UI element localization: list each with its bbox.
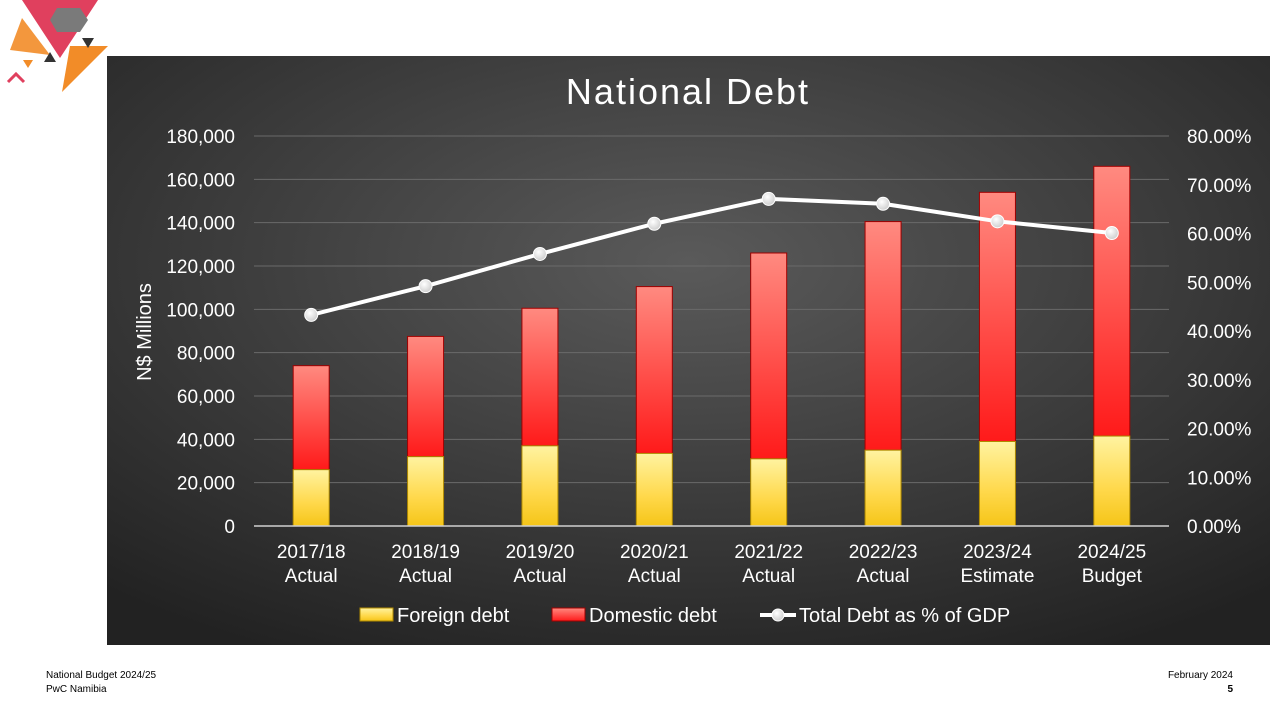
x-tick-label-type: Estimate (960, 566, 1034, 587)
logo-chevron (6, 71, 26, 84)
gdp-point (418, 279, 433, 294)
y-tick-label: 20,000 (177, 474, 235, 495)
legend-label-foreign: Foreign debt (397, 605, 510, 627)
y-tick-label: 180,000 (166, 127, 235, 148)
gdp-point (647, 216, 662, 231)
bar-domestic-debt (521, 307, 559, 447)
bar-domestic-debt (407, 335, 445, 458)
x-tick-label-type: Budget (1082, 566, 1143, 587)
y-tick-label: 100,000 (166, 300, 235, 321)
bar-domestic-debt (750, 252, 788, 460)
x-tick-label-year: 2017/18 (277, 542, 346, 563)
legend-swatch-gdp-marker (771, 608, 785, 622)
y2-tick-label: 20.00% (1187, 420, 1252, 441)
gdp-point (761, 191, 776, 206)
legend-label-gdp: Total Debt as % of GDP (799, 605, 1010, 627)
x-tick-label-type: Actual (628, 566, 681, 587)
x-tick-label-type: Actual (742, 566, 795, 587)
y-tick-label: 60,000 (177, 387, 235, 408)
y2-tick-label: 80.00% (1187, 127, 1252, 148)
chart-background (107, 56, 1270, 645)
gdp-point (304, 307, 319, 322)
bar-foreign-debt (292, 469, 330, 527)
bar-foreign-debt (1093, 435, 1131, 527)
bar-foreign-debt (521, 445, 559, 527)
x-tick-label-year: 2020/21 (620, 542, 689, 563)
logo-orange-small-triangle (10, 18, 50, 55)
legend-swatch-domestic (551, 607, 586, 622)
gdp-point (990, 214, 1005, 229)
x-tick-label-type: Actual (857, 566, 910, 587)
x-tick-label-type: Actual (285, 566, 338, 587)
logo-dark-tiny-triangle (82, 38, 94, 48)
legend-label-domestic: Domestic debt (589, 605, 717, 627)
y-tick-label: 160,000 (166, 170, 235, 191)
x-tick-label-year: 2023/24 (963, 542, 1032, 563)
logo-grey-hexagon (50, 8, 88, 32)
gdp-point (876, 196, 891, 211)
bar-domestic-debt (978, 191, 1016, 442)
gdp-point (1104, 226, 1119, 241)
y-tick-label: 40,000 (177, 430, 235, 451)
logo-orange-triangle (62, 46, 108, 92)
y-axis-label: N$ Millions (134, 283, 156, 381)
chart-canvas: National Debt N$ Millions 0 20,000 40,000 6… (107, 56, 1270, 645)
footer-company-name: PwC Namibia (46, 684, 107, 695)
y2-tick-label: 50.00% (1187, 273, 1252, 294)
x-tick-label-year: 2022/23 (849, 542, 918, 563)
chart-title: National Debt (566, 71, 810, 112)
x-tick-label-type: Actual (514, 566, 567, 587)
legend-swatch-foreign (359, 607, 394, 622)
y-tick-label: 0 (224, 517, 235, 538)
y2-tick-label: 70.00% (1187, 176, 1252, 197)
bar-domestic-debt (635, 286, 673, 454)
bar-domestic-debt (864, 221, 902, 451)
y2-tick-label: 10.00% (1187, 468, 1252, 489)
y2-tick-label: 40.00% (1187, 322, 1252, 343)
y2-tick-label: 30.00% (1187, 371, 1252, 392)
x-tick-label-year: 2018/19 (391, 542, 460, 563)
x-tick-label-year: 2019/20 (506, 542, 575, 563)
x-tick-label-year: 2024/25 (1077, 542, 1146, 563)
y-tick-label: 120,000 (166, 257, 235, 278)
bar-domestic-debt (292, 365, 330, 471)
logo-dark-small-triangle (44, 52, 56, 62)
y-tick-label: 140,000 (166, 214, 235, 235)
footer-report-title: National Budget 2024/25 (46, 670, 157, 681)
logo-orange-dot (23, 60, 33, 68)
bar-foreign-debt (978, 441, 1016, 527)
x-tick-label-year: 2021/22 (734, 542, 803, 563)
y2-tick-label: 0.00% (1187, 517, 1241, 538)
footer-date: February 2024 (1167, 670, 1233, 681)
bar-foreign-debt (635, 452, 673, 527)
chart-legend: Foreign debt Domestic debt Total Debt as %… (359, 605, 1010, 627)
gdp-line (310, 196, 1113, 317)
x-tick-label-type: Actual (399, 566, 452, 587)
national-debt-chart: National Debt N$ Millions 0 20,000 40,000 6… (107, 56, 1270, 645)
bar-foreign-debt (864, 449, 902, 527)
bar-foreign-debt (750, 458, 788, 527)
page-number: 5 (1227, 684, 1233, 695)
bar-domestic-debt (1093, 165, 1131, 437)
y-tick-label: 80,000 (177, 344, 235, 365)
gdp-point (532, 246, 547, 261)
y2-tick-label: 60.00% (1187, 225, 1252, 246)
bar-foreign-debt (407, 456, 445, 527)
